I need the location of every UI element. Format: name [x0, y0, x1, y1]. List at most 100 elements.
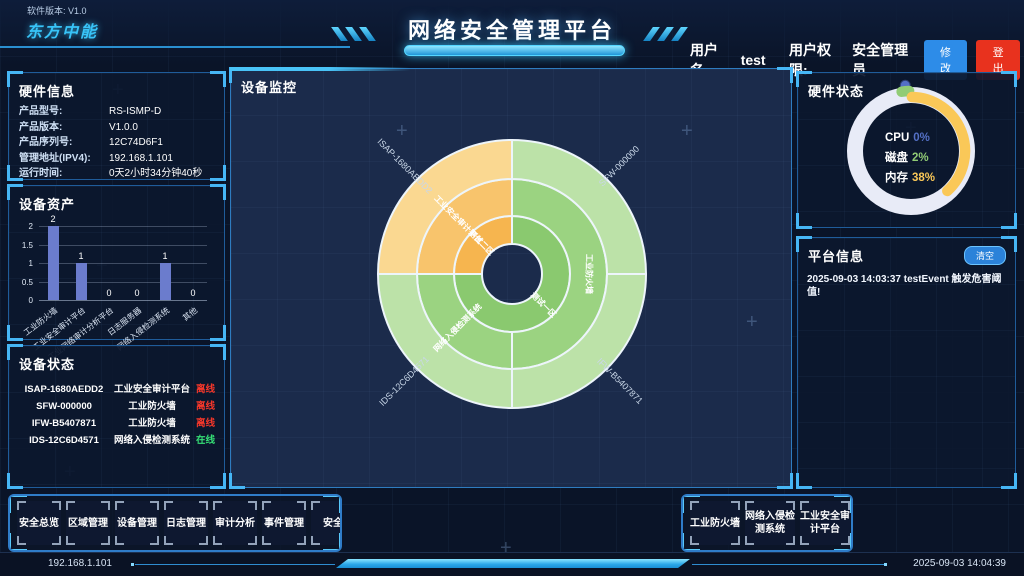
hardware-info-value: 192.168.1.101	[109, 152, 173, 164]
nav-button[interactable]: 安全总览	[17, 501, 61, 545]
clear-messages-button[interactable]: 清空	[963, 246, 1006, 265]
sunburst-chart: 测试二区测试一区工业安全审计平台工业防火墙网络入侵检测系统ISAP-1680AE…	[375, 137, 647, 409]
device-status-badge: 离线	[195, 418, 215, 429]
asset-bar	[75, 263, 87, 300]
chart-gridline	[39, 281, 207, 283]
hardware-status-panel: 硬件状态 CPU 0% 磁盘 2% 内存 38%	[796, 71, 1017, 229]
hardware-info-rows: 产品型号: RS-ISMP-D 产品版本: V1.0.0 产品序列号: 12C74D6F1…	[9, 104, 224, 182]
bar-value-label: 1	[78, 251, 84, 261]
slash-decoration	[345, 27, 362, 41]
hardware-info-value: 12C74D6F1	[109, 137, 163, 149]
device-type: 网络入侵检测系统	[113, 435, 190, 446]
metric-value: 0%	[913, 132, 930, 144]
nav-button[interactable]: 安全	[311, 501, 340, 545]
device-assets-title: 设备资产	[19, 197, 76, 212]
nav-button[interactable]: 区域管理	[66, 501, 110, 545]
hardware-info-label: 产品版本:	[19, 121, 63, 133]
nav-button[interactable]: 设备管理	[115, 501, 159, 545]
bar-value-label: 0	[106, 288, 112, 298]
gauge-arc	[906, 91, 971, 197]
device-assets-chart: 0 0.5 1 1.5 2 2 工业防火墙 1 工业安全审计平台 0 工业网络审计分析平台 0 日志服务…	[9, 208, 224, 362]
hardware-info-row: 产品版本: V1.0.0	[9, 120, 224, 136]
sunburst-outer-label: IDS-12C6D4571	[377, 354, 431, 408]
y-axis-tick: 0	[28, 296, 33, 305]
sunburst-outer-label: IFW-B5407871	[595, 356, 645, 406]
sunburst-outer-label: SFW-000000	[597, 144, 641, 188]
header-divider	[0, 46, 350, 48]
nav-bar-left: 安全总览 区域管理 设备管理 日志管理 审计分析 事件管理 安全	[8, 494, 342, 552]
metric-label: CPU	[885, 132, 910, 144]
bar-value-label: 0	[134, 288, 140, 298]
chart-gridline	[39, 300, 207, 301]
hardware-info-value: RS-ISMP-D	[109, 106, 162, 117]
sunburst-sector-label: 工业防火墙	[584, 254, 594, 294]
hardware-info-label: 产品型号:	[19, 106, 63, 117]
device-monitor-title: 设备监控	[241, 80, 298, 95]
bar-value-label: 1	[162, 251, 168, 261]
device-assets-panel: 设备资产 0 0.5 1 1.5 2 2 工业防火墙 1 工业安全审计平台 0 工业网络审计分析平台…	[7, 184, 226, 362]
nav-bar-right: 工业防火墙 网络入侵检测系统 工业安全审计平台	[681, 494, 853, 552]
hardware-info-label: 管理地址(IPV4):	[19, 152, 91, 164]
device-id: ISAP-1680AEDD2	[24, 384, 104, 395]
status-ip: 192.168.1.101	[48, 558, 112, 569]
device-status-row: IDS-12C6D4571 网络入侵检测系统 在线	[9, 432, 224, 449]
nav-button[interactable]: 日志管理	[164, 501, 208, 545]
page-title: 网络安全管理平台	[407, 18, 616, 43]
username-value: test	[740, 52, 766, 68]
device-id: IDS-12C6D4571	[29, 435, 99, 446]
gauge-arc	[896, 85, 915, 97]
metric-label: 磁盘	[885, 152, 908, 164]
x-axis-category: 其他	[181, 305, 200, 323]
device-status-title: 设备状态	[19, 357, 76, 372]
platform-info-title: 平台信息	[808, 249, 865, 264]
title-slashes-right	[643, 27, 688, 41]
device-type: 工业防火墙	[128, 401, 176, 412]
device-status-badge: 在线	[195, 435, 215, 446]
y-axis-tick: 1	[28, 259, 33, 268]
hardware-metric-row: CPU 0%	[885, 128, 935, 148]
line-dot-decoration	[131, 563, 134, 566]
chart-gridline	[39, 263, 207, 264]
y-axis-tick: 1.5	[21, 240, 33, 250]
quick-access-button[interactable]: 工业安全审计平台	[800, 501, 850, 545]
hardware-info-value: V1.0.0	[109, 121, 138, 133]
quick-access-button[interactable]: 工业防火墙	[690, 501, 740, 545]
status-bar: 192.168.1.101 2025-09-03 14:04:39	[0, 552, 1024, 576]
device-id: IFW-B5407871	[31, 418, 97, 429]
device-type: 工业安全审计平台	[113, 384, 190, 395]
metric-label: 内存	[885, 172, 908, 184]
header: 软件版本: V1.0 东方中能 网络安全管理平台 用户名: test 用户权限:…	[0, 0, 1024, 80]
nav-button[interactable]: 审计分析	[213, 501, 257, 545]
y-axis-tick: 2	[28, 222, 33, 231]
metric-value: 38%	[912, 172, 936, 184]
device-status-rows: ISAP-1680AEDD2 工业安全审计平台 离线 SFW-000000 工业防火墙离…	[9, 381, 224, 449]
hardware-info-label: 产品序列号:	[19, 137, 73, 149]
quick-access-button[interactable]: 网络入侵检测系统	[745, 501, 795, 545]
software-version: 软件版本: V1.0	[27, 6, 87, 16]
device-status-row: SFW-000000 工业防火墙 离线	[9, 398, 224, 415]
device-status-row: IFW-B5407871 工业防火墙 离线	[9, 415, 224, 432]
hardware-gauge-chart	[847, 79, 975, 215]
panel-top-accent	[230, 67, 410, 71]
user-info-bar: 用户名: test 用户权限: 安全管理员 修改 登出	[690, 40, 1020, 80]
hardware-info-row: 产品序列号: 12C74D6F1	[9, 135, 224, 151]
device-status-badge: 离线	[195, 384, 215, 395]
device-status-row: ISAP-1680AEDD2 工业安全审计平台 离线	[9, 381, 224, 398]
hardware-info-label: 运行时间:	[19, 168, 63, 180]
line-dot-decoration	[884, 563, 887, 566]
asset-bar	[47, 226, 59, 300]
platform-message: 2025-09-03 14:03:37 testEvent 触发危害阈值!	[807, 274, 1002, 298]
metric-value: 2%	[912, 152, 929, 164]
title-underline-capsule	[404, 45, 625, 56]
nav-button[interactable]: 事件管理	[262, 501, 306, 545]
hardware-info-row: 产品型号: RS-ISMP-D	[9, 104, 224, 120]
device-status-panel: 设备状态 ISAP-1680AEDD2 工业安全审计平台 离线 SFW-000000 工…	[7, 344, 226, 489]
hardware-status-title: 硬件状态	[808, 84, 865, 99]
sunburst-sector[interactable]	[377, 273, 513, 409]
chart-gridline	[39, 244, 207, 246]
device-id: SFW-000000	[36, 401, 92, 412]
sunburst-outer-label: ISAP-1680AEDD2	[375, 137, 434, 196]
hardware-metrics: CPU 0% 磁盘 2% 内存 38%	[885, 128, 935, 188]
brand-logo: 东方中能	[26, 24, 99, 41]
